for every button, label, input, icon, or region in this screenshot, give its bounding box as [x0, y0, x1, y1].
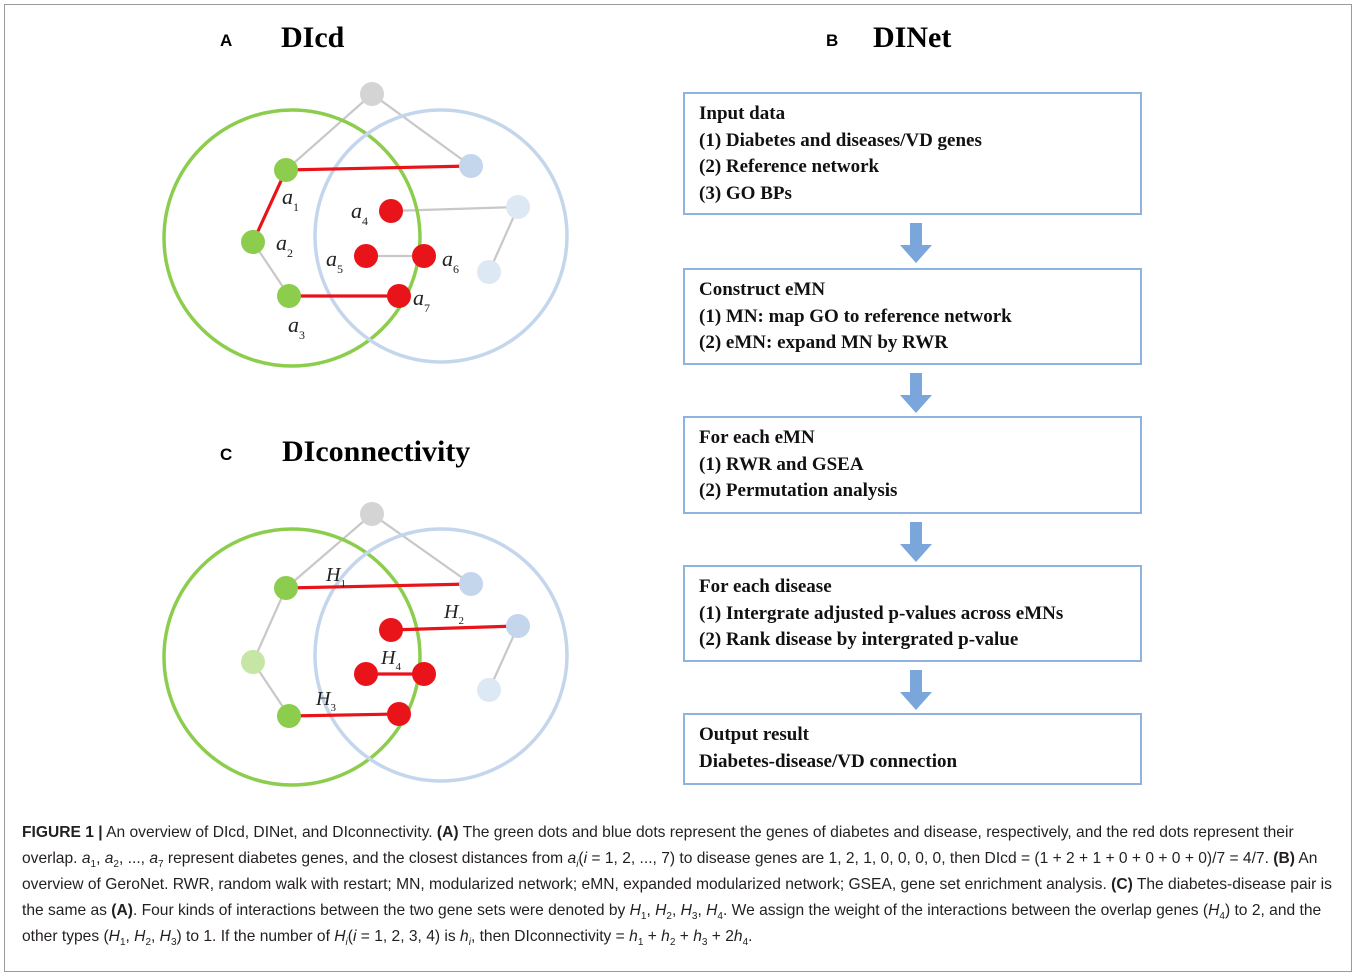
overlap-node: [412, 244, 436, 268]
node-label-a7: a7: [413, 285, 430, 315]
caption-c-text-5: ) to 1. If the number of: [176, 928, 335, 945]
node-label-a2: a2: [276, 230, 293, 260]
node-label-a4: a4: [351, 198, 368, 228]
flow-step-heading: For each disease: [699, 576, 832, 597]
caption-c-text-6: is: [440, 928, 461, 945]
diabetes-node: [274, 576, 298, 600]
flow-step-line: (2) Reference network: [699, 156, 880, 177]
overlap-node: [379, 618, 403, 642]
diabetes-node: [274, 158, 298, 182]
node-label-a3: a3: [288, 312, 305, 342]
flow-step-box: Output result Diabetes-disease/VD connect…: [683, 713, 1142, 785]
flow-down-arrow-icon: [900, 223, 932, 263]
panel-c-letter: C: [220, 445, 233, 464]
flow-step-line: (2) Rank disease by intergrated p-value: [699, 629, 1019, 650]
caption-c-text-7: , then DIconnectivity =: [470, 928, 630, 945]
figure-caption: FIGURE 1 | An overview of DIcd, DINet, a…: [22, 824, 1332, 949]
overlap-node: [387, 284, 411, 308]
caption-c-text-4: ) to 2, and the other types (: [22, 902, 1322, 945]
disease-node: [477, 678, 501, 702]
node-label-a5: a5: [326, 246, 343, 276]
caption-a-label: (A): [436, 824, 459, 841]
flow-step-line: (3) GO BPs: [699, 182, 792, 204]
diabetes-node: [241, 230, 265, 254]
disease-node: [459, 572, 483, 596]
overlap-node: [354, 662, 378, 686]
flow-step-heading: Input data: [699, 103, 786, 124]
flow-step-heading: For each eMN: [699, 427, 815, 448]
overlap-node: [354, 244, 378, 268]
caption-a-text-2: represent diabetes genes, and the closes…: [163, 850, 568, 867]
flow-step-line: Diabetes-disease/VD connection: [699, 750, 958, 772]
disease-node: [459, 154, 483, 178]
gray-node: [360, 82, 384, 106]
flow-down-arrow-icon: [900, 373, 932, 413]
gray-node: [360, 502, 384, 526]
flow-step-line: (1) RWR and GSEA: [699, 453, 864, 475]
interaction-label-h3: H3: [315, 688, 336, 714]
flow-step-line: (2) eMN: expand MN by RWR: [699, 332, 948, 353]
flow-step-heading: Output result: [699, 724, 809, 745]
flow-step-box: Construct eMN (1) MN: map GO to reference…: [683, 268, 1142, 365]
overlap-node: [412, 662, 436, 686]
interaction-label-h4: H4: [380, 647, 401, 673]
panel-a-letter: A: [220, 31, 233, 50]
figure-label: FIGURE 1 |: [22, 824, 103, 841]
diabetes-node: [277, 704, 301, 728]
flow-down-arrow-icon: [900, 522, 932, 562]
disease-gene-set-circle: [313, 108, 569, 364]
panel-c-title: DIconnectivity: [282, 435, 471, 468]
disease-gene-set-circle: [313, 527, 569, 783]
flow-step-line: (1) Intergrate adjusted p-values across …: [699, 602, 1064, 624]
diabetes-gene-set-circle: [162, 108, 422, 368]
diabetes-node: [277, 284, 301, 308]
disease-node: [477, 260, 501, 284]
interaction-label-h1: H1: [325, 564, 346, 590]
caption-c-text-2: . Four kinds of interactions between the…: [132, 902, 630, 919]
caption-a-text: The green dots and blue dots represent t…: [22, 824, 1294, 867]
flow-down-arrow-icon: [900, 670, 932, 710]
overlap-node: [379, 199, 403, 223]
node-label-a1: a1: [282, 184, 299, 214]
flow-step-box: Input data (1) Diabetes and diseases/VD g…: [683, 92, 1142, 215]
flow-step-line: (1) Diabetes and diseases/VD genes: [699, 129, 982, 151]
diagram-a-red-edges: [251, 164, 472, 298]
caption-c-text-3: . We assign the weight of the interactio…: [722, 902, 1209, 919]
caption-c-ref: (A): [111, 902, 133, 919]
caption-c-label: (C): [1111, 876, 1133, 893]
overlap-node: [387, 702, 411, 726]
interaction-label-h2: H2: [443, 601, 464, 627]
caption-c-text: The diabetes-disease pair is the same as: [22, 876, 1332, 919]
flow-step-box: For each disease (1) Intergrate adjusted …: [683, 565, 1142, 662]
caption-b-text: An overview of GeroNet. RWR, random walk…: [22, 850, 1318, 893]
diabetes-node-faded: [241, 650, 265, 674]
node-label-a6: a6: [442, 246, 459, 276]
disease-node: [506, 614, 530, 638]
panel-b-letter: B: [826, 31, 839, 50]
flow-step-line: (1) MN: map GO to reference network: [699, 305, 1012, 327]
caption-intro: An overview of DIcd, DINet, and DIconnec…: [102, 824, 437, 841]
flow-step-heading: Construct eMN: [699, 279, 826, 300]
panel-a-title: DIcd: [281, 21, 345, 54]
panel-b-title: DINet: [873, 21, 952, 54]
disease-node: [506, 195, 530, 219]
flow-step-line: (2) Permutation analysis: [699, 480, 898, 501]
caption-a-text-3: to disease genes are 1, 2, 1, 0, 0, 0, 0…: [675, 850, 1274, 867]
diabetes-gene-set-circle: [162, 527, 422, 787]
flow-step-box: For each eMN (1) RWR and GSEA (2) Permutat…: [683, 416, 1142, 514]
caption-b-label: (B): [1273, 850, 1295, 867]
